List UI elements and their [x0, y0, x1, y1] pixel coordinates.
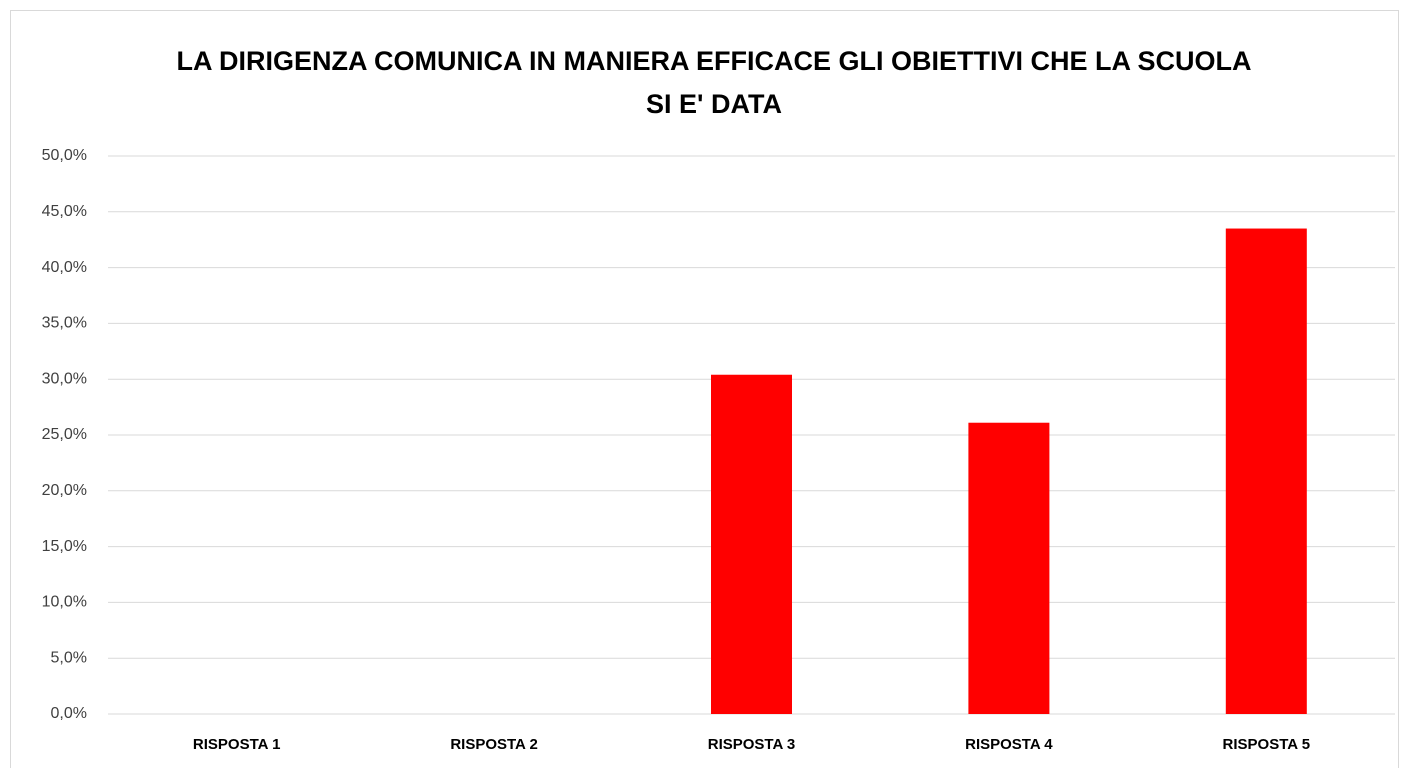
y-tick-label: 0,0%	[51, 705, 87, 722]
y-tick-label: 5,0%	[51, 649, 87, 666]
y-tick-label: 15,0%	[42, 538, 87, 555]
chart-border	[10, 10, 1399, 768]
x-tick-label: RISPOSTA 5	[1223, 736, 1311, 753]
y-tick-label: 45,0%	[42, 203, 87, 220]
y-tick-label: 30,0%	[42, 370, 87, 387]
bar	[1225, 228, 1307, 715]
y-tick-label: 40,0%	[42, 259, 87, 276]
y-tick-label: 20,0%	[42, 482, 87, 499]
y-tick-label: 35,0%	[42, 315, 87, 332]
x-tick-label: RISPOSTA 1	[193, 736, 281, 753]
bar	[968, 422, 1050, 714]
y-tick-label: 25,0%	[42, 426, 87, 443]
x-tick-label: RISPOSTA 2	[450, 736, 538, 753]
x-tick-label: RISPOSTA 3	[708, 736, 796, 753]
bar	[711, 374, 792, 714]
chart-title: LA DIRIGENZA COMUNICA IN MANIERA EFFICAC…	[176, 46, 1252, 119]
y-tick-label: 10,0%	[42, 594, 87, 611]
x-tick-label: RISPOSTA 4	[965, 736, 1053, 753]
y-tick-label: 50,0%	[42, 147, 87, 164]
